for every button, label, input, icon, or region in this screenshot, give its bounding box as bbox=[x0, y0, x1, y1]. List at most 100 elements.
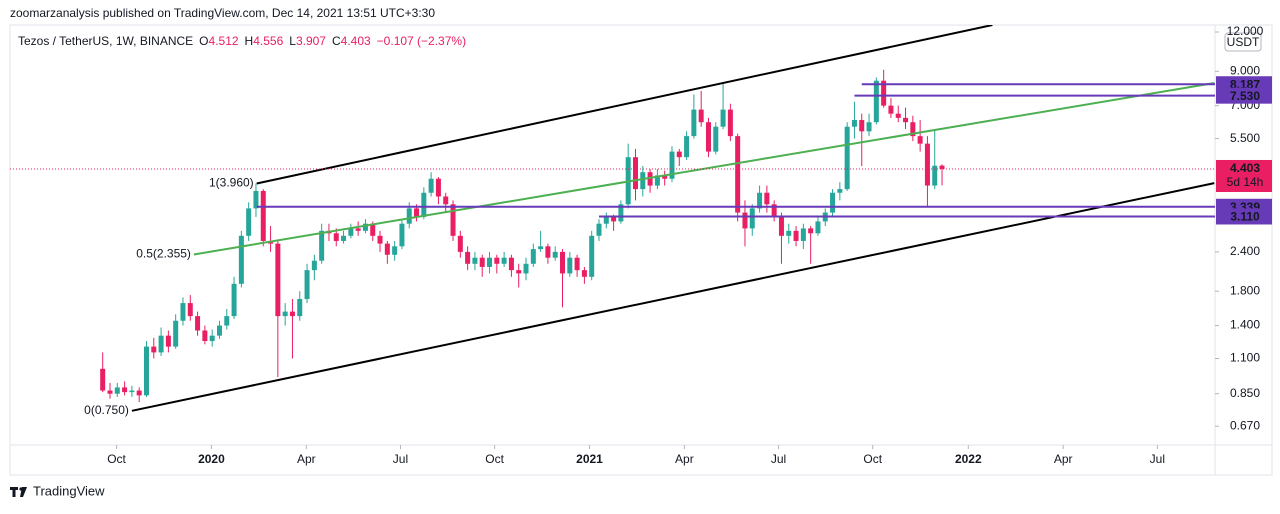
currency[interactable]: USDT bbox=[1227, 35, 1260, 49]
candle-body bbox=[414, 208, 420, 217]
candle-body bbox=[406, 208, 412, 224]
candle-body bbox=[377, 235, 383, 244]
candle-body bbox=[603, 216, 609, 224]
candle-body bbox=[143, 346, 149, 396]
candle-body bbox=[560, 251, 566, 274]
x-tick-label: Jul bbox=[393, 452, 408, 466]
candle-body bbox=[129, 390, 135, 393]
ohlc-prefix: H bbox=[245, 34, 254, 48]
ohlc-value: 3.907 bbox=[296, 34, 326, 48]
candle-body bbox=[362, 223, 368, 231]
y-tick-label: 0.850 bbox=[1230, 386, 1260, 400]
x-tick-label: 2022 bbox=[955, 452, 982, 466]
candle-body bbox=[552, 251, 558, 258]
y-tick-label: 1.400 bbox=[1230, 318, 1260, 332]
candle-body bbox=[881, 80, 887, 106]
candle-body bbox=[435, 178, 441, 197]
price-label: 7.530 bbox=[1230, 89, 1260, 103]
currency-box[interactable] bbox=[1224, 32, 1262, 52]
candle-body bbox=[428, 178, 434, 193]
candle-body bbox=[304, 270, 310, 300]
x-tick-label: Oct bbox=[485, 452, 504, 466]
candle-body bbox=[384, 243, 390, 255]
candle-body bbox=[399, 223, 405, 247]
candle-body bbox=[100, 368, 106, 391]
candle-body bbox=[851, 120, 857, 127]
candle-body bbox=[253, 190, 259, 209]
candle-body bbox=[289, 311, 295, 317]
x-tick-label: Oct bbox=[863, 452, 882, 466]
candle-body bbox=[392, 246, 398, 255]
y-tick-label: 9.000 bbox=[1230, 63, 1260, 77]
logo bbox=[10, 487, 27, 497]
candle-body bbox=[727, 109, 733, 137]
candle-body bbox=[895, 113, 901, 118]
candle-body bbox=[216, 325, 222, 336]
candle-body bbox=[545, 246, 551, 258]
candle-body bbox=[282, 311, 288, 317]
price-label-box bbox=[1216, 208, 1272, 225]
candle-body bbox=[173, 320, 179, 347]
candle-body bbox=[632, 157, 638, 190]
candle-body bbox=[698, 109, 704, 123]
trend-line bbox=[193, 82, 1215, 256]
candle-body bbox=[421, 192, 427, 217]
candle-body bbox=[596, 223, 602, 236]
candle-body bbox=[691, 109, 697, 137]
candle-body bbox=[487, 257, 493, 267]
candle-body bbox=[574, 257, 580, 271]
candle-body bbox=[107, 390, 113, 394]
candle-body bbox=[472, 257, 478, 264]
candle-body bbox=[589, 235, 595, 277]
x-tick-label: Oct bbox=[107, 452, 126, 466]
candle-body bbox=[830, 192, 836, 213]
candle-body bbox=[786, 230, 792, 236]
candle-body bbox=[757, 192, 763, 209]
countdown: 5d 14h bbox=[1227, 175, 1264, 189]
y-tick-label: 1.100 bbox=[1230, 351, 1260, 365]
candle-body bbox=[684, 136, 690, 158]
candle-body bbox=[516, 270, 522, 274]
price-label-box bbox=[1216, 87, 1272, 104]
symbol: Tezos / TetherUS, 1W, BINANCE bbox=[18, 34, 193, 48]
x-tick-label: 2020 bbox=[198, 452, 225, 466]
candle-body bbox=[122, 387, 128, 393]
candle-body bbox=[654, 175, 660, 186]
candle-body bbox=[180, 303, 186, 321]
candle-body bbox=[523, 263, 529, 274]
candle-body bbox=[764, 192, 770, 205]
current-price-label: 4.403 bbox=[1230, 161, 1260, 175]
candle-body bbox=[479, 257, 485, 267]
candle-body bbox=[859, 120, 865, 132]
candle-body bbox=[348, 228, 354, 236]
x-tick-label: Apr bbox=[297, 452, 316, 466]
candle-body bbox=[494, 257, 500, 264]
candle-body bbox=[187, 303, 193, 317]
plot-area bbox=[10, 25, 1215, 412]
ohlc-prefix: L bbox=[289, 34, 296, 48]
candle-body bbox=[450, 204, 456, 236]
candle-body bbox=[749, 208, 755, 229]
ohlc-value: 4.556 bbox=[253, 34, 283, 48]
candle-body bbox=[837, 189, 843, 193]
trend-line bbox=[131, 182, 1215, 412]
candle-body bbox=[260, 190, 266, 241]
x-tick-label: Apr bbox=[675, 452, 694, 466]
candle-body bbox=[297, 299, 303, 317]
candle-body bbox=[224, 316, 230, 326]
candle-body bbox=[676, 151, 682, 158]
candle-body bbox=[618, 204, 624, 222]
candle-body bbox=[917, 136, 923, 144]
candle-body bbox=[530, 249, 536, 264]
candle-body bbox=[136, 390, 142, 396]
ohlc-value: 4.403 bbox=[341, 34, 371, 48]
x-tick-label: Jul bbox=[771, 452, 786, 466]
candle-body bbox=[158, 335, 164, 353]
y-tick-label: 0.670 bbox=[1230, 418, 1260, 432]
candle-body bbox=[939, 165, 945, 169]
candle-body bbox=[924, 143, 930, 186]
candle-body bbox=[735, 136, 741, 213]
candle-body bbox=[866, 122, 872, 132]
